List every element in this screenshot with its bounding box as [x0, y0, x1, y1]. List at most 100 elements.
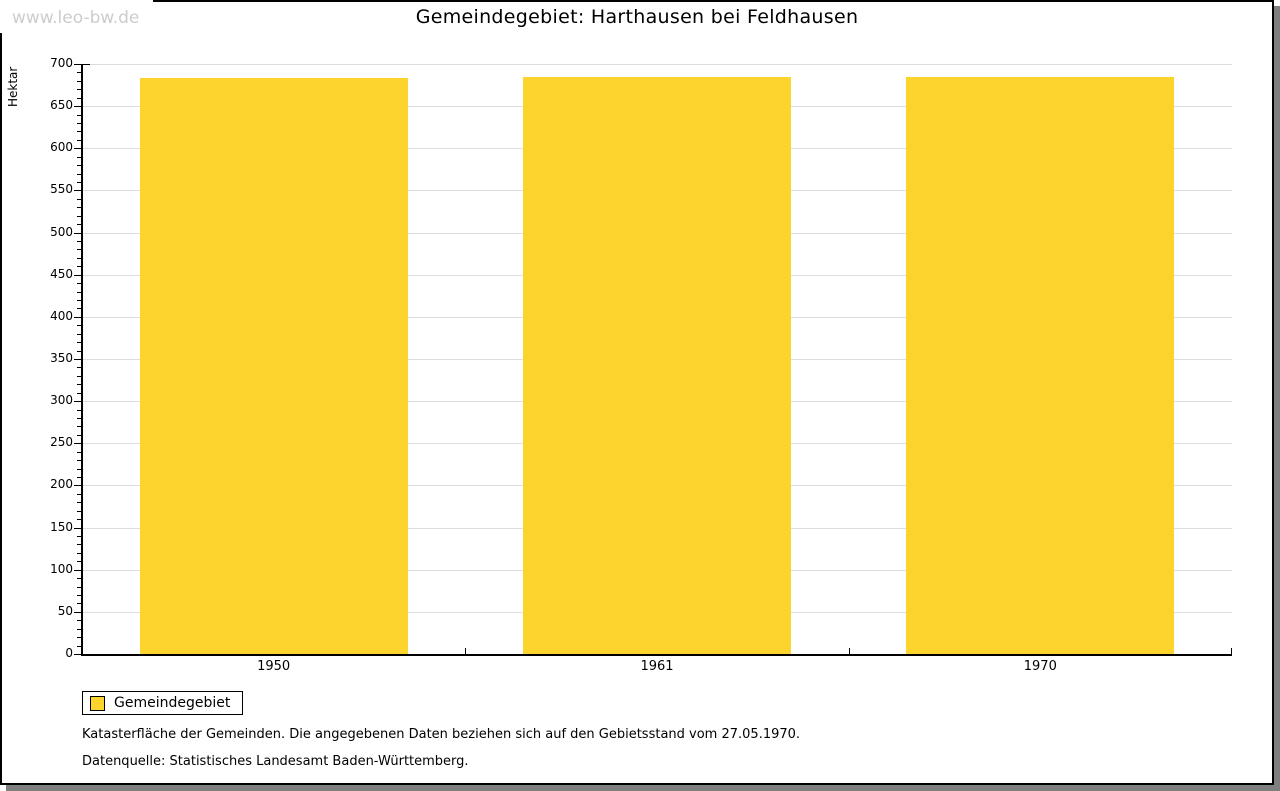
note-line-2: Datenquelle: Statistisches Landesamt Bad… — [82, 754, 469, 769]
y-minor-tick — [77, 434, 81, 436]
y-minor-tick — [77, 367, 81, 369]
x-tick-label: 1961 — [640, 659, 674, 674]
y-minor-tick — [77, 418, 81, 419]
y-major-tick — [74, 569, 81, 571]
legend-box: Gemeindegebiet — [82, 691, 244, 715]
y-tick-label: 250 — [50, 435, 73, 450]
y-minor-tick — [77, 342, 81, 344]
y-minor-tick — [77, 510, 81, 512]
y-minor-tick — [77, 468, 81, 470]
y-minor-tick — [77, 409, 81, 411]
y-major-tick — [74, 106, 81, 108]
y-tick-label: 550 — [50, 182, 73, 197]
y-major-tick — [74, 148, 81, 150]
y-minor-tick — [77, 561, 81, 563]
y-minor-tick — [77, 384, 81, 386]
bar-1950 — [139, 78, 408, 654]
y-minor-tick — [77, 426, 81, 428]
y-minor-tick — [77, 224, 81, 226]
y-minor-tick — [77, 198, 81, 200]
y-minor-tick — [77, 544, 81, 546]
x-group-tick — [465, 648, 467, 654]
y-minor-tick — [77, 350, 81, 352]
y-tick-label: 500 — [50, 224, 73, 239]
y-tick-label: 350 — [50, 351, 73, 365]
y-major-tick — [74, 527, 81, 529]
y-minor-tick — [77, 215, 81, 217]
y-minor-tick — [77, 519, 81, 521]
y-major-tick — [74, 443, 81, 445]
y-major-tick — [74, 401, 81, 403]
note-line-1: Katasterfläche der Gemeinden. Die angege… — [82, 727, 801, 742]
y-minor-tick — [77, 637, 81, 639]
y-minor-tick — [77, 266, 81, 268]
y-minor-tick — [77, 257, 81, 259]
y-minor-tick — [77, 300, 81, 301]
y-tick-label: 300 — [50, 393, 73, 408]
y-tick-label: 50 — [57, 603, 73, 618]
x-tick-label: 1950 — [257, 659, 291, 674]
y-major-tick — [74, 232, 81, 234]
x-group-tick — [848, 648, 850, 654]
y-tick-label: 150 — [50, 519, 73, 534]
y-major-tick — [74, 316, 81, 318]
y-tick-label: 450 — [50, 266, 73, 281]
y-minor-tick — [77, 139, 81, 141]
y-minor-tick — [77, 620, 81, 622]
y-minor-tick — [77, 308, 81, 310]
y-minor-tick — [77, 241, 81, 242]
y-minor-tick — [77, 595, 81, 596]
y-major-tick — [74, 654, 81, 655]
chart-title: Gemeindegebiet: Harthausen bei Feldhause… — [415, 6, 859, 28]
y-minor-tick — [77, 283, 81, 285]
y-minor-tick — [77, 156, 81, 158]
y-tick-label: 700 — [50, 56, 73, 70]
y-minor-tick — [77, 207, 81, 209]
y-minor-tick — [77, 536, 81, 537]
y-major-tick — [74, 611, 81, 613]
y-minor-tick — [77, 182, 81, 183]
y-minor-tick — [77, 586, 81, 588]
y-axis-endcap — [83, 64, 90, 65]
legend-label: Gemeindegebiet — [114, 695, 231, 711]
y-minor-tick — [77, 375, 81, 377]
x-tick-label: 1970 — [1023, 659, 1057, 674]
x-axis-line — [81, 654, 1232, 656]
y-minor-tick — [77, 131, 81, 133]
y-major-tick — [74, 64, 81, 65]
y-minor-tick — [77, 291, 81, 293]
y-minor-tick — [77, 460, 81, 462]
y-minor-tick — [77, 249, 81, 251]
y-minor-tick — [77, 628, 81, 630]
y-minor-tick — [77, 552, 81, 554]
gridline — [82, 64, 1232, 65]
y-minor-tick — [77, 114, 81, 116]
y-minor-tick — [77, 80, 81, 82]
y-tick-label: 400 — [50, 308, 73, 323]
watermark: www.leo-bw.de — [0, 0, 154, 33]
y-major-tick — [74, 359, 81, 360]
y-minor-tick — [77, 502, 81, 504]
y-minor-tick — [77, 325, 81, 327]
bar-1970 — [906, 77, 1175, 654]
y-minor-tick — [77, 578, 81, 580]
y-major-tick — [74, 274, 81, 276]
y-minor-tick — [77, 333, 81, 335]
y-minor-tick — [77, 72, 81, 74]
y-minor-tick — [77, 451, 81, 453]
y-minor-tick — [77, 97, 81, 99]
y-minor-tick — [77, 477, 81, 478]
y-major-tick — [74, 190, 81, 192]
y-tick-label: 650 — [50, 98, 73, 113]
y-tick-label: 100 — [50, 561, 73, 576]
y-minor-tick — [77, 123, 81, 124]
y-minor-tick — [77, 89, 81, 91]
legend-swatch — [90, 695, 105, 711]
x-axis-endcap — [1231, 648, 1232, 654]
y-axis-line — [81, 64, 83, 656]
y-tick-label: 600 — [50, 140, 73, 155]
y-minor-tick — [77, 603, 81, 605]
y-minor-tick — [77, 645, 81, 647]
